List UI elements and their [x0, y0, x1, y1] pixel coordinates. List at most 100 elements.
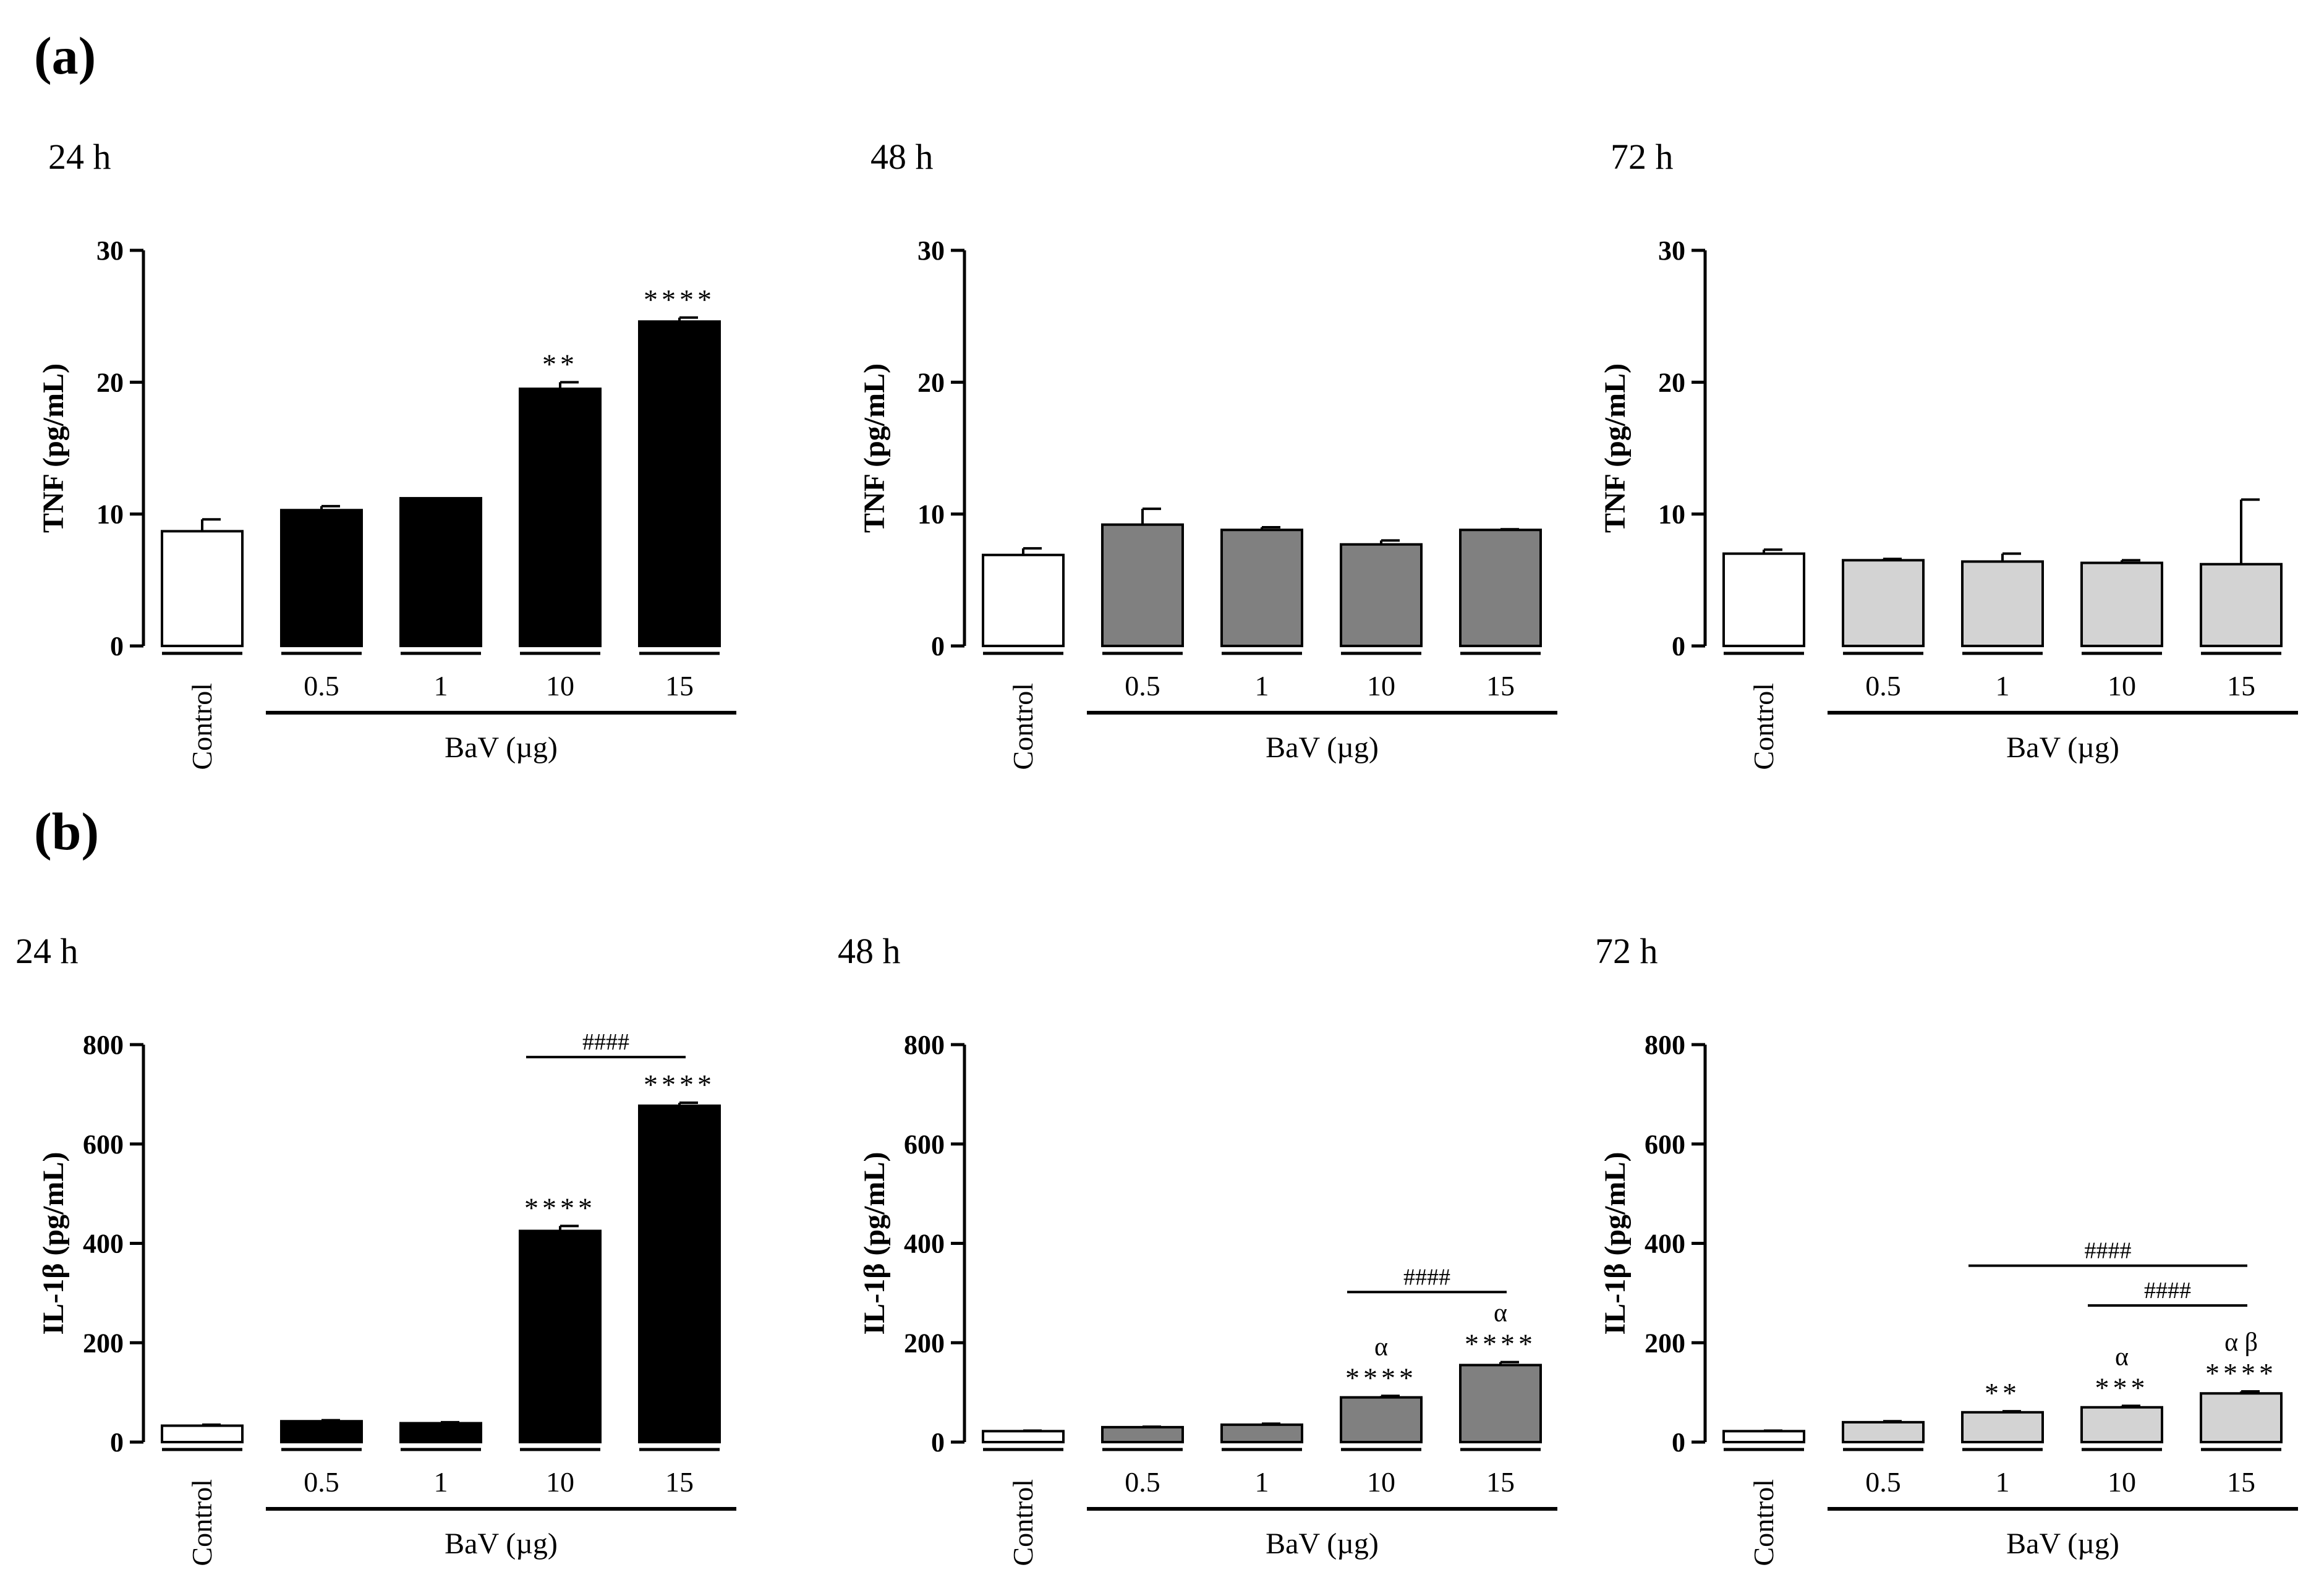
category-label: 1 — [1996, 1466, 2010, 1498]
alpha-beta-label: α — [2115, 1343, 2129, 1371]
group-label: BaV (µg) — [1266, 731, 1379, 764]
y-tick-label: 600 — [904, 1129, 945, 1160]
y-tick-label: 800 — [1645, 1030, 1685, 1060]
category-label: 10 — [546, 670, 574, 702]
category-label: 0.5 — [304, 1466, 339, 1498]
category-label: Control — [1007, 1479, 1039, 1566]
bar — [1722, 1430, 1805, 1443]
bar — [399, 497, 482, 647]
panel-label-a: (a) — [34, 26, 96, 85]
bar — [399, 1422, 482, 1444]
y-tick-label: 20 — [96, 367, 124, 397]
bar — [1340, 543, 1423, 647]
y-tick-label: 30 — [1658, 236, 1685, 266]
y-tick-label: 200 — [904, 1328, 945, 1358]
alpha-beta-label: α β — [2224, 1328, 2258, 1357]
category-label: 0.5 — [1865, 1466, 1901, 1498]
y-tick-label: 10 — [96, 499, 124, 530]
y-axis-title: IL-1β (pg/mL) — [1599, 1152, 1632, 1335]
y-tick-label: 0 — [1672, 631, 1685, 661]
alpha-beta-label: α — [1494, 1299, 1507, 1328]
category-label: 10 — [2108, 1466, 2136, 1498]
group-label: BaV (µg) — [445, 1527, 558, 1560]
bar — [1220, 528, 1303, 647]
bar — [2080, 561, 2163, 647]
bar — [1961, 1411, 2044, 1443]
category-label: 0.5 — [1125, 1466, 1160, 1498]
bar — [519, 388, 602, 647]
category-label: 0.5 — [1865, 670, 1901, 702]
significance-label: ** — [542, 348, 578, 380]
bar — [1101, 1425, 1184, 1443]
y-tick-label: 0 — [931, 631, 945, 661]
bar — [161, 1424, 244, 1444]
y-axis-title: TNF (pg/mL) — [1599, 363, 1632, 533]
bar — [1722, 552, 1805, 648]
y-axis-title: IL-1β (pg/mL) — [858, 1152, 891, 1335]
bar — [2200, 562, 2283, 647]
timepoint-label-a1: 24 h — [48, 137, 111, 177]
category-label: 15 — [665, 670, 694, 702]
comparison-label: #### — [1403, 1264, 1450, 1290]
y-tick-label: 20 — [917, 367, 945, 397]
bar — [982, 553, 1065, 647]
y-tick-label: 800 — [904, 1030, 945, 1060]
significance-label: **** — [1465, 1328, 1536, 1360]
y-tick-label: 800 — [83, 1030, 124, 1060]
y-tick-label: 0 — [931, 1427, 945, 1458]
bar — [161, 530, 244, 648]
category-label: 10 — [2108, 670, 2136, 702]
category-label: 15 — [665, 1466, 694, 1498]
bar — [2200, 1392, 2283, 1443]
category-label: Control — [1748, 683, 1779, 770]
significance-label: ** — [1985, 1377, 2020, 1409]
comparison-label: #### — [2085, 1238, 2132, 1264]
group-label: BaV (µg) — [2006, 731, 2119, 764]
bar — [280, 509, 363, 647]
y-tick-label: 0 — [110, 1427, 124, 1458]
y-tick-label: 400 — [83, 1229, 124, 1259]
timepoint-label-b3: 72 h — [1595, 931, 1658, 971]
category-label: 1 — [434, 670, 448, 702]
category-label: 10 — [1367, 670, 1395, 702]
bar — [280, 1420, 363, 1443]
group-label: BaV (µg) — [445, 731, 558, 764]
category-label: 15 — [1486, 670, 1515, 702]
significance-label: *** — [2095, 1372, 2149, 1403]
category-label: 0.5 — [1125, 670, 1160, 702]
category-label: 15 — [2227, 1466, 2255, 1498]
category-label: 15 — [2227, 670, 2255, 702]
y-axis-title: IL-1β (pg/mL) — [37, 1152, 70, 1335]
category-label: Control — [1007, 683, 1039, 770]
timepoint-label-a2: 48 h — [870, 137, 934, 177]
y-tick-label: 200 — [1645, 1328, 1685, 1358]
category-label: Control — [186, 1479, 218, 1566]
y-tick-label: 20 — [1658, 367, 1685, 397]
significance-label: **** — [644, 284, 715, 315]
bar — [1459, 528, 1542, 647]
y-tick-label: 10 — [917, 499, 945, 530]
category-label: Control — [1748, 1479, 1779, 1566]
category-label: 15 — [1486, 1466, 1515, 1498]
y-tick-label: 30 — [917, 236, 945, 266]
bar — [2080, 1406, 2163, 1444]
y-axis-title: TNF (pg/mL) — [37, 363, 70, 533]
significance-label: **** — [524, 1192, 596, 1223]
category-label: Control — [186, 683, 218, 770]
y-tick-label: 600 — [83, 1129, 124, 1160]
category-label: 1 — [434, 1466, 448, 1498]
category-label: 1 — [1255, 1466, 1269, 1498]
category-label: 1 — [1255, 670, 1269, 702]
timepoint-label-a3: 72 h — [1611, 137, 1674, 177]
y-tick-label: 10 — [1658, 499, 1685, 530]
category-label: 10 — [1367, 1466, 1395, 1498]
timepoint-label-b2: 48 h — [838, 931, 901, 971]
panel-label-b: (b) — [34, 802, 100, 861]
comparison-label: #### — [582, 1029, 629, 1055]
alpha-beta-label: α — [1374, 1333, 1388, 1361]
group-label: BaV (µg) — [1266, 1527, 1379, 1560]
bar — [1340, 1396, 1423, 1444]
y-tick-label: 600 — [1645, 1129, 1685, 1160]
